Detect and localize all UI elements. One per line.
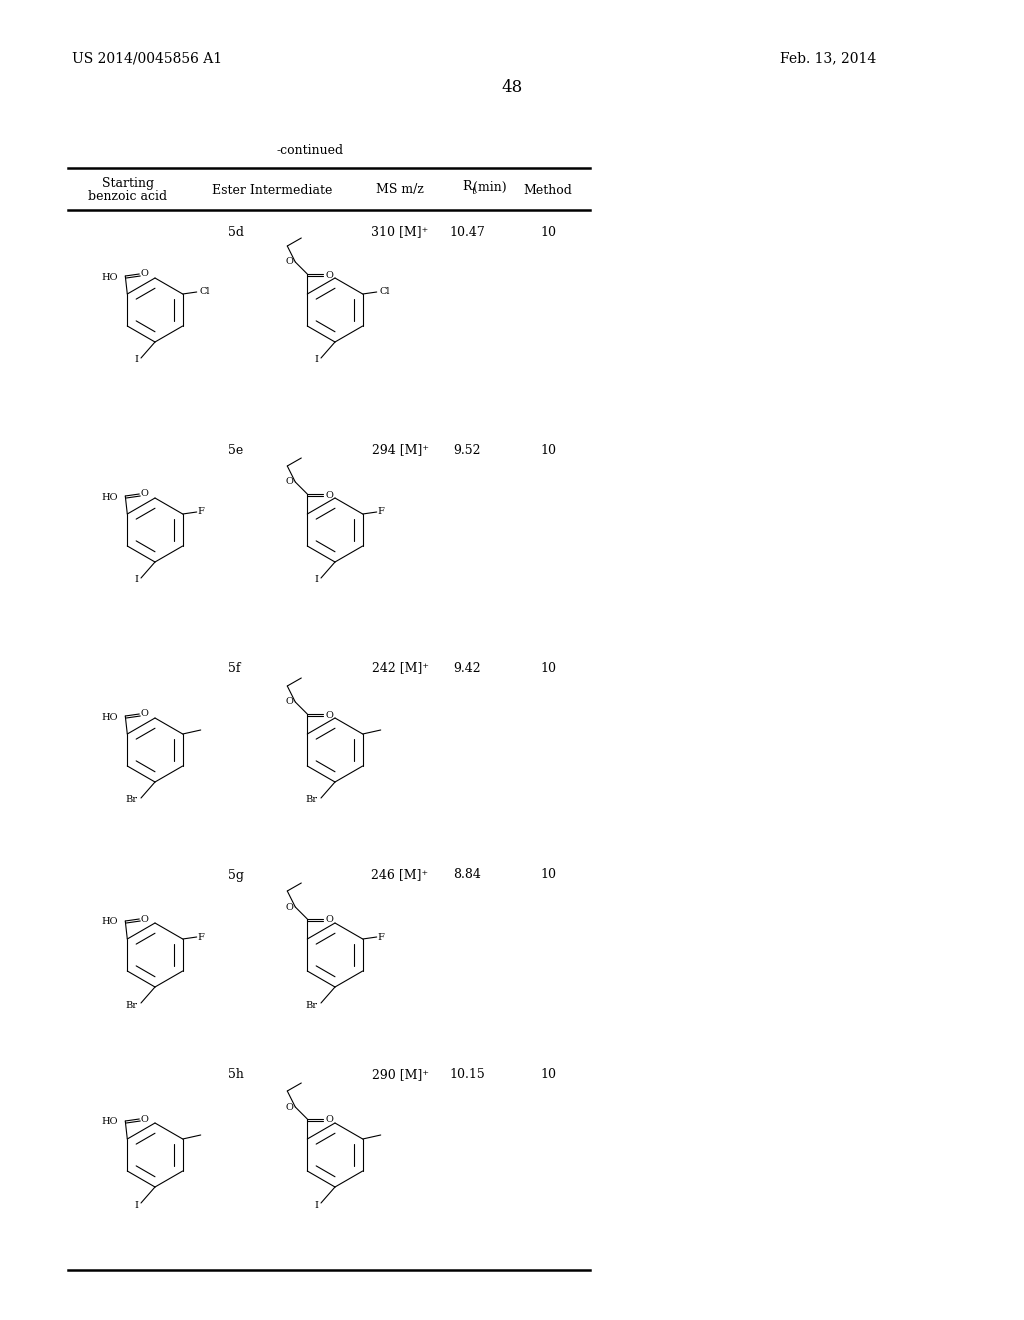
Text: R: R — [462, 181, 472, 194]
Text: O: O — [140, 1114, 148, 1123]
Text: F: F — [198, 932, 204, 941]
Text: 9.42: 9.42 — [454, 661, 481, 675]
Text: F: F — [377, 507, 384, 516]
Text: 48: 48 — [502, 79, 522, 96]
Text: O: O — [326, 271, 333, 280]
Text: I: I — [314, 1200, 318, 1209]
Text: 5e: 5e — [228, 444, 244, 457]
Text: benzoic acid: benzoic acid — [88, 190, 168, 203]
Text: 10.47: 10.47 — [450, 226, 485, 239]
Text: I: I — [314, 576, 318, 585]
Text: O: O — [286, 903, 293, 912]
Text: HO: HO — [101, 1118, 118, 1126]
Text: 246 [M]⁺: 246 [M]⁺ — [372, 869, 429, 882]
Text: t: t — [472, 186, 476, 195]
Text: HO: HO — [101, 917, 118, 927]
Text: O: O — [140, 490, 148, 499]
Text: O: O — [286, 257, 293, 267]
Text: O: O — [140, 915, 148, 924]
Text: O: O — [140, 710, 148, 718]
Text: Cl: Cl — [380, 288, 390, 297]
Text: MS m/z: MS m/z — [376, 183, 424, 197]
Text: -continued: -continued — [276, 144, 344, 157]
Text: O: O — [326, 491, 333, 499]
Text: Method: Method — [523, 183, 572, 197]
Text: 8.84: 8.84 — [453, 869, 481, 882]
Text: O: O — [286, 697, 293, 706]
Text: I: I — [134, 1200, 138, 1209]
Text: O: O — [326, 710, 333, 719]
Text: 10: 10 — [540, 1068, 556, 1081]
Text: F: F — [377, 932, 384, 941]
Text: O: O — [286, 1102, 293, 1111]
Text: 5h: 5h — [228, 1068, 244, 1081]
Text: Br: Br — [125, 796, 137, 804]
Text: 290 [M]⁺: 290 [M]⁺ — [372, 1068, 428, 1081]
Text: I: I — [134, 355, 138, 364]
Text: HO: HO — [101, 272, 118, 281]
Text: F: F — [198, 507, 204, 516]
Text: 5g: 5g — [228, 869, 244, 882]
Text: I: I — [314, 355, 318, 364]
Text: Starting: Starting — [102, 177, 154, 190]
Text: O: O — [326, 916, 333, 924]
Text: 10: 10 — [540, 869, 556, 882]
Text: 10: 10 — [540, 661, 556, 675]
Text: 5d: 5d — [228, 226, 244, 239]
Text: O: O — [286, 478, 293, 487]
Text: 10.15: 10.15 — [450, 1068, 485, 1081]
Text: US 2014/0045856 A1: US 2014/0045856 A1 — [72, 51, 222, 65]
Text: 294 [M]⁺: 294 [M]⁺ — [372, 444, 428, 457]
Text: Feb. 13, 2014: Feb. 13, 2014 — [780, 51, 877, 65]
Text: 5f: 5f — [228, 661, 241, 675]
Text: Br: Br — [305, 1001, 317, 1010]
Text: O: O — [326, 1115, 333, 1125]
Text: 310 [M]⁺: 310 [M]⁺ — [372, 226, 429, 239]
Text: Br: Br — [305, 796, 317, 804]
Text: I: I — [134, 576, 138, 585]
Text: Ester Intermediate: Ester Intermediate — [212, 183, 332, 197]
Text: O: O — [140, 269, 148, 279]
Text: 10: 10 — [540, 444, 556, 457]
Text: 9.52: 9.52 — [454, 444, 480, 457]
Text: 10: 10 — [540, 226, 556, 239]
Text: Cl: Cl — [200, 288, 210, 297]
Text: 242 [M]⁺: 242 [M]⁺ — [372, 661, 428, 675]
Text: HO: HO — [101, 713, 118, 722]
Text: Br: Br — [125, 1001, 137, 1010]
Text: HO: HO — [101, 492, 118, 502]
Text: (min): (min) — [473, 181, 507, 194]
